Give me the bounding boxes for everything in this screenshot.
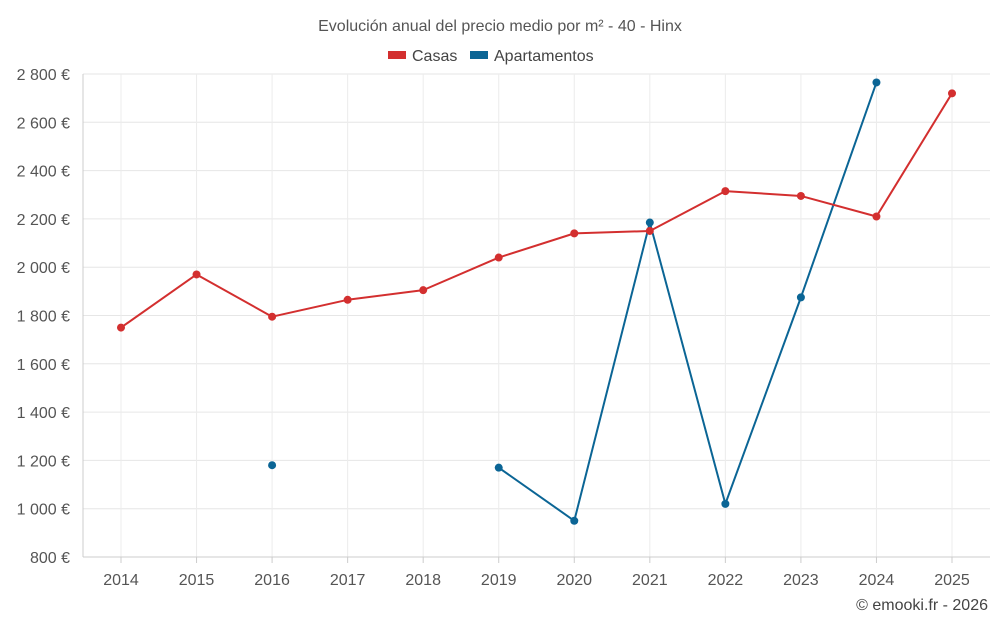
y-tick-label: 800 € <box>30 550 70 567</box>
y-tick-label: 1 400 € <box>17 405 70 422</box>
data-point-apartamentos <box>570 516 579 525</box>
x-tick-label: 2022 <box>708 572 744 589</box>
y-tick-label: 1 600 € <box>17 357 70 374</box>
data-point-apartamentos <box>268 461 277 470</box>
series-line-casas <box>120 92 953 329</box>
data-point-apartamentos <box>721 499 730 508</box>
data-point-casas <box>872 212 881 221</box>
data-point-casas <box>570 229 579 238</box>
data-point-apartamentos <box>872 78 881 87</box>
series-line-apartamentos <box>498 82 878 522</box>
y-tick-label: 2 600 € <box>17 115 70 132</box>
data-point-casas <box>343 295 352 304</box>
data-point-casas <box>796 191 805 200</box>
data-point-casas <box>117 323 125 332</box>
x-tick-label: 2014 <box>103 572 139 589</box>
data-point-casas <box>192 270 201 279</box>
x-tick-label: 2017 <box>330 572 366 589</box>
data-point-casas <box>645 226 654 235</box>
axes: 800 € 1 000 € 1 200 € 1 400 € 1 600 € 1 800 €… <box>17 67 990 589</box>
series-apartamentos <box>268 78 881 525</box>
data-point-apartamentos <box>796 293 805 302</box>
x-tick-label: 2018 <box>405 572 441 589</box>
legend-label-apartamentos: Apartamentos <box>494 48 594 65</box>
legend: Casas Apartamentos <box>388 48 594 65</box>
y-tick-label: 2 200 € <box>17 212 70 229</box>
y-tick-label: 2 800 € <box>17 67 70 84</box>
series-casas <box>117 89 956 332</box>
data-point-apartamentos <box>645 218 654 227</box>
legend-swatch-apartamentos <box>470 51 488 59</box>
data-point-apartamentos <box>494 463 503 472</box>
credit-text: © emooki.fr - 2026 <box>856 597 988 614</box>
x-tick-label: 2019 <box>481 572 517 589</box>
x-tick-label: 2015 <box>179 572 215 589</box>
legend-label-casas: Casas <box>412 48 457 65</box>
y-tick-label: 2 000 € <box>17 260 70 277</box>
y-tick-label: 1 000 € <box>17 502 70 519</box>
y-tick-label: 1 800 € <box>17 309 70 326</box>
x-tick-label: 2020 <box>556 572 592 589</box>
data-point-casas <box>948 89 956 98</box>
y-tick-label: 2 400 € <box>17 164 70 181</box>
legend-swatch-casas <box>388 51 406 59</box>
x-tick-label: 2016 <box>254 572 290 589</box>
x-tick-label: 2021 <box>632 572 668 589</box>
series-layer <box>117 78 956 525</box>
data-point-casas <box>268 312 277 321</box>
data-point-casas <box>721 187 730 196</box>
x-tick-label: 2024 <box>859 572 895 589</box>
data-point-casas <box>494 253 503 262</box>
y-tick-label: 1 200 € <box>17 453 70 470</box>
data-point-casas <box>419 286 428 295</box>
x-tick-label: 2023 <box>783 572 819 589</box>
x-tick-label: 2025 <box>934 572 970 589</box>
chart-title: Evolución anual del precio medio por m² … <box>318 18 682 35</box>
